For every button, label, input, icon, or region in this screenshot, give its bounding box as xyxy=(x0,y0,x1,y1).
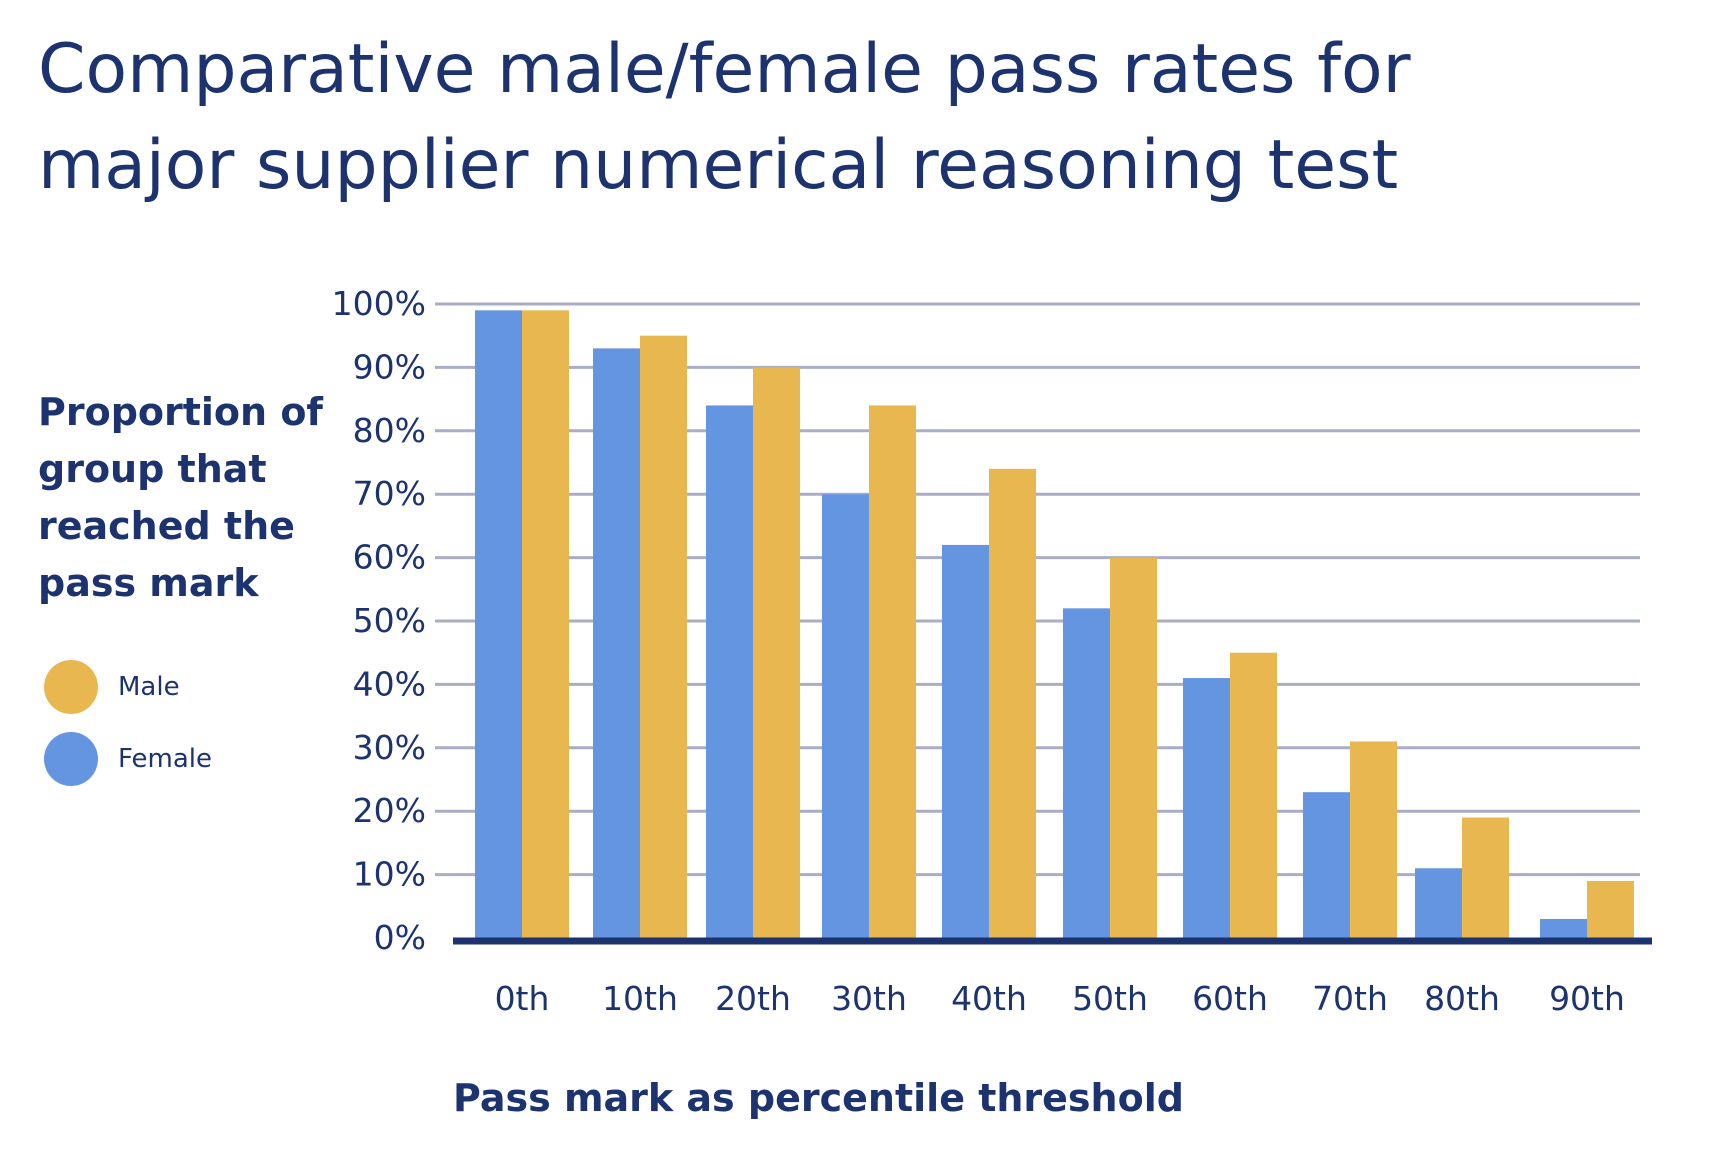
bar-male xyxy=(522,310,569,939)
bar-male xyxy=(1462,817,1509,938)
bar-female xyxy=(1303,792,1350,938)
legend-item-male: Male xyxy=(44,660,304,732)
y-tick-label: 40% xyxy=(353,664,426,703)
x-tick-label: 30th xyxy=(831,979,907,1018)
y-axis-label: Proportion of group that reached the pas… xyxy=(38,384,323,612)
x-tick-label: 70th xyxy=(1312,979,1388,1018)
bar-male xyxy=(869,405,916,938)
x-axis-label: Pass mark as percentile threshold xyxy=(453,1076,1184,1120)
x-tick-label: 20th xyxy=(715,979,791,1018)
bar-male xyxy=(989,468,1036,938)
legend-item-female: Female xyxy=(44,732,304,804)
legend-swatch-female xyxy=(44,732,98,786)
x-tick-label: 0th xyxy=(495,979,550,1018)
y-tick-label: 80% xyxy=(353,411,426,450)
bar-male xyxy=(1110,557,1157,938)
axes: 0% 10% 20% 30% 40% 50% 60% 70% 80% 90% 100% 0th 10th… xyxy=(332,284,1652,1018)
y-axis-label-line-2: group that xyxy=(38,447,267,491)
bar-female xyxy=(942,544,989,938)
bar-female xyxy=(1415,868,1462,938)
legend: Male Female xyxy=(44,660,304,804)
chart-title-line-1: Comparative male/female pass rates for xyxy=(38,30,1411,109)
y-tick-label: 20% xyxy=(353,791,426,830)
bar-male xyxy=(640,335,687,938)
bar-female xyxy=(1183,678,1230,938)
bar-female xyxy=(593,348,640,938)
y-tick-label: 50% xyxy=(353,601,426,640)
bar-female xyxy=(475,310,522,939)
y-tick-label: 70% xyxy=(353,474,426,513)
y-axis-label-line-3: reached the xyxy=(38,504,295,548)
bar-male xyxy=(1230,652,1277,938)
y-axis-label-line-1: Proportion of xyxy=(38,390,323,434)
bar-female xyxy=(706,405,753,938)
bar-female xyxy=(1540,918,1587,938)
bar-male xyxy=(1587,880,1634,938)
x-tick-label: 40th xyxy=(951,979,1027,1018)
x-tick-label: 80th xyxy=(1424,979,1500,1018)
bars xyxy=(475,310,1634,939)
y-tick-label: 100% xyxy=(332,284,426,323)
y-tick-label: 10% xyxy=(353,855,426,894)
y-tick-label: 90% xyxy=(353,347,426,386)
legend-label-male: Male xyxy=(118,672,180,702)
y-tick-label: 0% xyxy=(374,918,426,957)
y-tick-label: 60% xyxy=(353,538,426,577)
chart-title-line-2: major supplier numerical reasoning test xyxy=(38,126,1399,205)
x-tick-label: 60th xyxy=(1192,979,1268,1018)
bar-female xyxy=(822,494,869,938)
y-tick-label: 30% xyxy=(353,728,426,767)
legend-label-female: Female xyxy=(118,744,213,774)
chart-title: Comparative male/female pass rates for m… xyxy=(38,22,1678,214)
bar-male xyxy=(1350,741,1397,938)
x-tick-label: 50th xyxy=(1072,979,1148,1018)
x-tick-label: 90th xyxy=(1549,979,1625,1018)
legend-swatch-male xyxy=(44,660,98,714)
bar-male xyxy=(753,367,800,938)
x-tick-label: 10th xyxy=(602,979,678,1018)
bar-female xyxy=(1063,608,1110,938)
y-axis-label-line-4: pass mark xyxy=(38,561,259,605)
